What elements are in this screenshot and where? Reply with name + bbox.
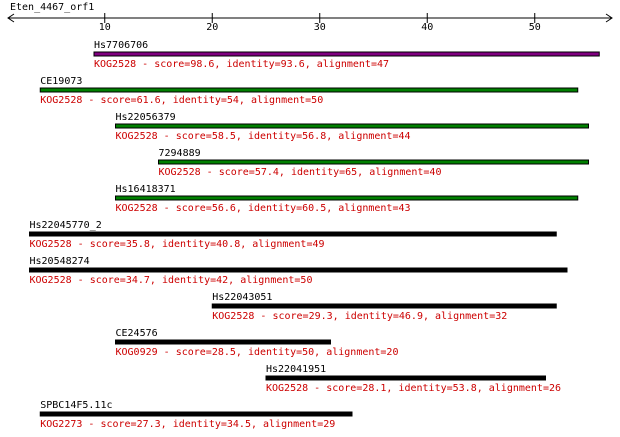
hit-bar bbox=[158, 159, 589, 165]
hit-name: Hs22045770_2 bbox=[30, 220, 102, 231]
hit-name: Hs16418371 bbox=[116, 184, 176, 195]
hit-bar bbox=[211, 303, 557, 309]
hit-bar bbox=[115, 339, 331, 345]
hit-description: KOG2528 - score=98.6, identity=93.6, ali… bbox=[94, 59, 389, 70]
hit-description: KOG2528 - score=58.5, identity=56.8, ali… bbox=[116, 131, 411, 142]
hit-name: Hs7706706 bbox=[94, 40, 148, 51]
hit-description: KOG2528 - score=61.6, identity=54, align… bbox=[40, 95, 323, 106]
hit-name: CE19073 bbox=[40, 76, 82, 87]
hit-bar bbox=[115, 123, 589, 129]
hit-description: KOG2273 - score=27.3, identity=34.5, ali… bbox=[40, 419, 335, 430]
hit-name: SPBC14F5.11c bbox=[40, 400, 112, 411]
hit-bar bbox=[115, 195, 579, 201]
hit-description: KOG2528 - score=29.3, identity=46.9, ali… bbox=[212, 311, 507, 322]
hit-name: CE24576 bbox=[116, 328, 158, 339]
hit-bar bbox=[29, 267, 568, 273]
hit-bar bbox=[39, 87, 579, 93]
x-tick-label: 10 bbox=[99, 22, 111, 33]
hit-name: Hs22041951 bbox=[266, 364, 326, 375]
x-tick-label: 50 bbox=[529, 22, 541, 33]
hit-description: KOG2528 - score=56.6, identity=60.5, ali… bbox=[116, 203, 411, 214]
hit-bar bbox=[39, 411, 353, 417]
hit-bar bbox=[265, 375, 546, 381]
hit-description: KOG2528 - score=57.4, identity=65, align… bbox=[159, 167, 442, 178]
hit-description: KOG2528 - score=28.1, identity=53.8, ali… bbox=[266, 383, 561, 394]
hit-name: Hs22043051 bbox=[212, 292, 272, 303]
hit-bar bbox=[29, 231, 557, 237]
x-tick-label: 40 bbox=[421, 22, 433, 33]
hit-description: KOG2528 - score=34.7, identity=42, align… bbox=[30, 275, 313, 286]
hit-bar bbox=[93, 51, 600, 57]
hit-name: Hs20548274 bbox=[30, 256, 90, 267]
x-tick-label: 20 bbox=[206, 22, 218, 33]
axis-arrow bbox=[605, 13, 613, 23]
chart-title: Eten_4467_orf1 bbox=[10, 2, 94, 13]
axis-arrow bbox=[7, 13, 15, 23]
hit-description: KOG2528 - score=35.8, identity=40.8, ali… bbox=[30, 239, 325, 250]
hit-name: Hs22056379 bbox=[116, 112, 176, 123]
hit-description: KOG0929 - score=28.5, identity=50, align… bbox=[116, 347, 399, 358]
x-tick-label: 30 bbox=[314, 22, 326, 33]
hit-name: 7294889 bbox=[159, 148, 201, 159]
